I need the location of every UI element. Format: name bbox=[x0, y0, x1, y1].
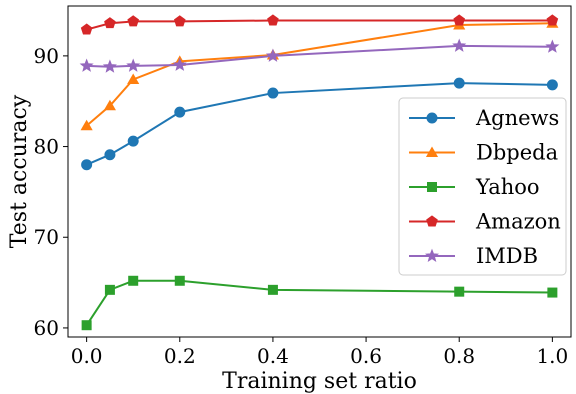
y-tick-label: 60 bbox=[34, 316, 59, 340]
data-point-agnews bbox=[104, 149, 116, 161]
data-point-imdb bbox=[79, 58, 94, 72]
x-tick-label: 0.0 bbox=[71, 344, 103, 368]
data-point-imdb bbox=[102, 59, 117, 73]
y-axis-label: Test accuracy bbox=[7, 94, 32, 248]
data-point-imdb bbox=[452, 38, 467, 52]
y-tick-label: 90 bbox=[34, 44, 59, 68]
legend-marker-amazon bbox=[426, 215, 438, 227]
data-point-yahoo bbox=[547, 287, 558, 298]
series-yahoo bbox=[81, 275, 558, 331]
legend-box bbox=[398, 97, 567, 276]
data-point-agnews bbox=[546, 79, 558, 91]
x-axis-label: Training set ratio bbox=[222, 369, 417, 394]
data-point-dbpeda bbox=[103, 99, 116, 111]
data-point-imdb bbox=[172, 57, 187, 71]
x-axis: 0.0 0.2 0.4 0.6 0.8 1.0 bbox=[71, 337, 568, 368]
data-point-imdb bbox=[126, 58, 141, 72]
legend-label: Dbpeda bbox=[476, 141, 558, 165]
legend-label: IMDB bbox=[476, 244, 538, 268]
legend-item-imdb: IMDB bbox=[409, 244, 538, 268]
legend-marker-yahoo bbox=[427, 182, 437, 192]
legend-label: Yahoo bbox=[475, 175, 540, 199]
data-point-yahoo bbox=[104, 284, 115, 295]
legend-item-amazon: Amazon bbox=[409, 210, 561, 234]
data-point-amazon bbox=[453, 14, 466, 26]
series-layer bbox=[79, 14, 560, 331]
legend: Agnews Dbpeda Yahoo Amazon IMDB bbox=[398, 97, 567, 276]
legend-label: Amazon bbox=[475, 210, 561, 234]
y-tick-label: 70 bbox=[34, 225, 59, 249]
data-point-yahoo bbox=[128, 275, 139, 286]
data-point-amazon bbox=[173, 15, 186, 27]
x-tick-label: 0.6 bbox=[350, 344, 382, 368]
data-point-agnews bbox=[127, 135, 139, 147]
data-point-agnews bbox=[267, 87, 279, 99]
data-point-amazon bbox=[104, 17, 116, 29]
y-tick-label: 80 bbox=[34, 135, 59, 159]
data-point-yahoo bbox=[267, 284, 278, 295]
y-axis: 60 70 80 90 bbox=[34, 44, 68, 340]
legend-marker-dbpeda bbox=[425, 146, 439, 157]
data-point-imdb bbox=[545, 39, 560, 53]
legend-item-dbpeda: Dbpeda bbox=[409, 141, 558, 165]
data-point-amazon bbox=[267, 14, 279, 26]
data-point-amazon bbox=[80, 23, 93, 35]
data-point-amazon bbox=[127, 15, 140, 27]
series-amazon bbox=[80, 14, 559, 35]
data-point-yahoo bbox=[81, 320, 92, 331]
data-point-agnews bbox=[453, 77, 465, 89]
data-point-dbpeda bbox=[127, 73, 140, 84]
data-point-yahoo bbox=[454, 286, 465, 297]
data-point-agnews bbox=[174, 106, 186, 118]
legend-item-yahoo: Yahoo bbox=[409, 175, 540, 199]
series-imdb bbox=[79, 38, 560, 73]
data-point-yahoo bbox=[174, 275, 185, 286]
series-agnews bbox=[81, 77, 558, 171]
x-tick-label: 0.4 bbox=[257, 344, 289, 368]
legend-item-agnews: Agnews bbox=[409, 106, 559, 130]
x-tick-label: 0.2 bbox=[164, 344, 196, 368]
x-tick-label: 1.0 bbox=[536, 344, 568, 368]
data-point-amazon bbox=[546, 14, 559, 26]
data-point-imdb bbox=[265, 48, 280, 62]
data-point-agnews bbox=[81, 159, 93, 171]
legend-marker-agnews bbox=[426, 112, 438, 124]
legend-label: Agnews bbox=[475, 106, 559, 130]
data-point-dbpeda bbox=[80, 119, 93, 131]
legend-marker-imdb bbox=[424, 248, 440, 262]
x-tick-label: 0.8 bbox=[443, 344, 475, 368]
